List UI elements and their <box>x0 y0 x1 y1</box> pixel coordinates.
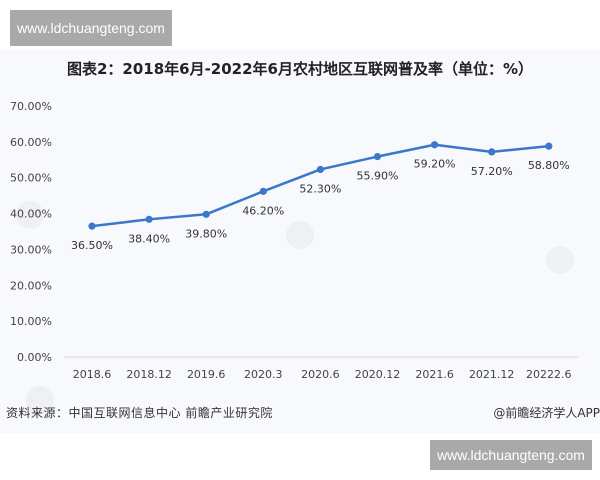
credit-note: @前瞻经济学人APP <box>493 406 600 420</box>
y-axis: 0.00% 10.00% 20.00% 30.00% 40.00% 50.00% 60.00… <box>10 100 52 364</box>
y-tick-label: 50.00% <box>10 172 52 185</box>
x-tick-label: 2018.12 <box>126 368 172 381</box>
data-points <box>88 141 553 230</box>
y-tick-label: 0.00% <box>17 351 52 364</box>
y-tick-label: 40.00% <box>10 208 52 221</box>
data-label: 36.50% <box>71 239 113 252</box>
data-point <box>545 142 553 150</box>
y-tick-label: 20.00% <box>10 279 52 292</box>
chart-title: 图表2：2018年6月-2022年6月农村地区互联网普及率（单位：%） <box>66 60 534 78</box>
data-label: 55.90% <box>357 170 399 183</box>
data-point <box>316 165 324 174</box>
x-tick-label: 2021.6 <box>415 368 454 381</box>
data-point <box>488 148 496 156</box>
data-label: 52.30% <box>299 182 341 195</box>
watermark-logos <box>16 201 574 414</box>
data-label: 39.80% <box>185 227 227 240</box>
data-point <box>259 187 267 195</box>
x-axis: 2018.6 2018.12 2019.6 2020.3 2020.6 2020.12 20… <box>73 368 572 381</box>
x-tick-label: 2018.6 <box>73 368 112 381</box>
source-note: 资料来源：中国互联网信息中心 前瞻产业研究院 <box>6 406 273 420</box>
data-point <box>88 222 96 230</box>
x-tick-label: 2020.6 <box>301 368 340 381</box>
x-tick-label: 2021.12 <box>469 368 515 381</box>
data-point <box>145 215 153 223</box>
x-tick-label: 2020.12 <box>355 368 401 381</box>
data-label: 58.80% <box>528 159 570 172</box>
chart-panel <box>0 50 600 433</box>
data-point <box>431 141 439 149</box>
y-tick-label: 60.00% <box>10 136 52 149</box>
x-tick-label: 2020.3 <box>244 368 283 381</box>
data-labels: 36.50% 38.40% 39.80% 46.20% 52.30% 55.90% 59.2… <box>71 158 570 252</box>
y-tick-label: 70.00% <box>10 100 52 113</box>
watermark-top: www.ldchuangteng.com <box>10 10 172 46</box>
x-tick-label: 2019.6 <box>187 368 226 381</box>
y-tick-label: 30.00% <box>10 243 52 256</box>
data-point <box>202 210 210 218</box>
data-label: 46.20% <box>242 204 284 217</box>
watermark-bottom: www.ldchuangteng.com <box>430 440 592 470</box>
data-label: 57.20% <box>471 165 513 178</box>
x-tick-label: 20222.6 <box>526 368 572 381</box>
data-label: 38.40% <box>128 232 170 245</box>
data-label: 59.20% <box>414 158 456 171</box>
data-point <box>373 152 382 161</box>
y-tick-label: 10.00% <box>10 315 52 328</box>
